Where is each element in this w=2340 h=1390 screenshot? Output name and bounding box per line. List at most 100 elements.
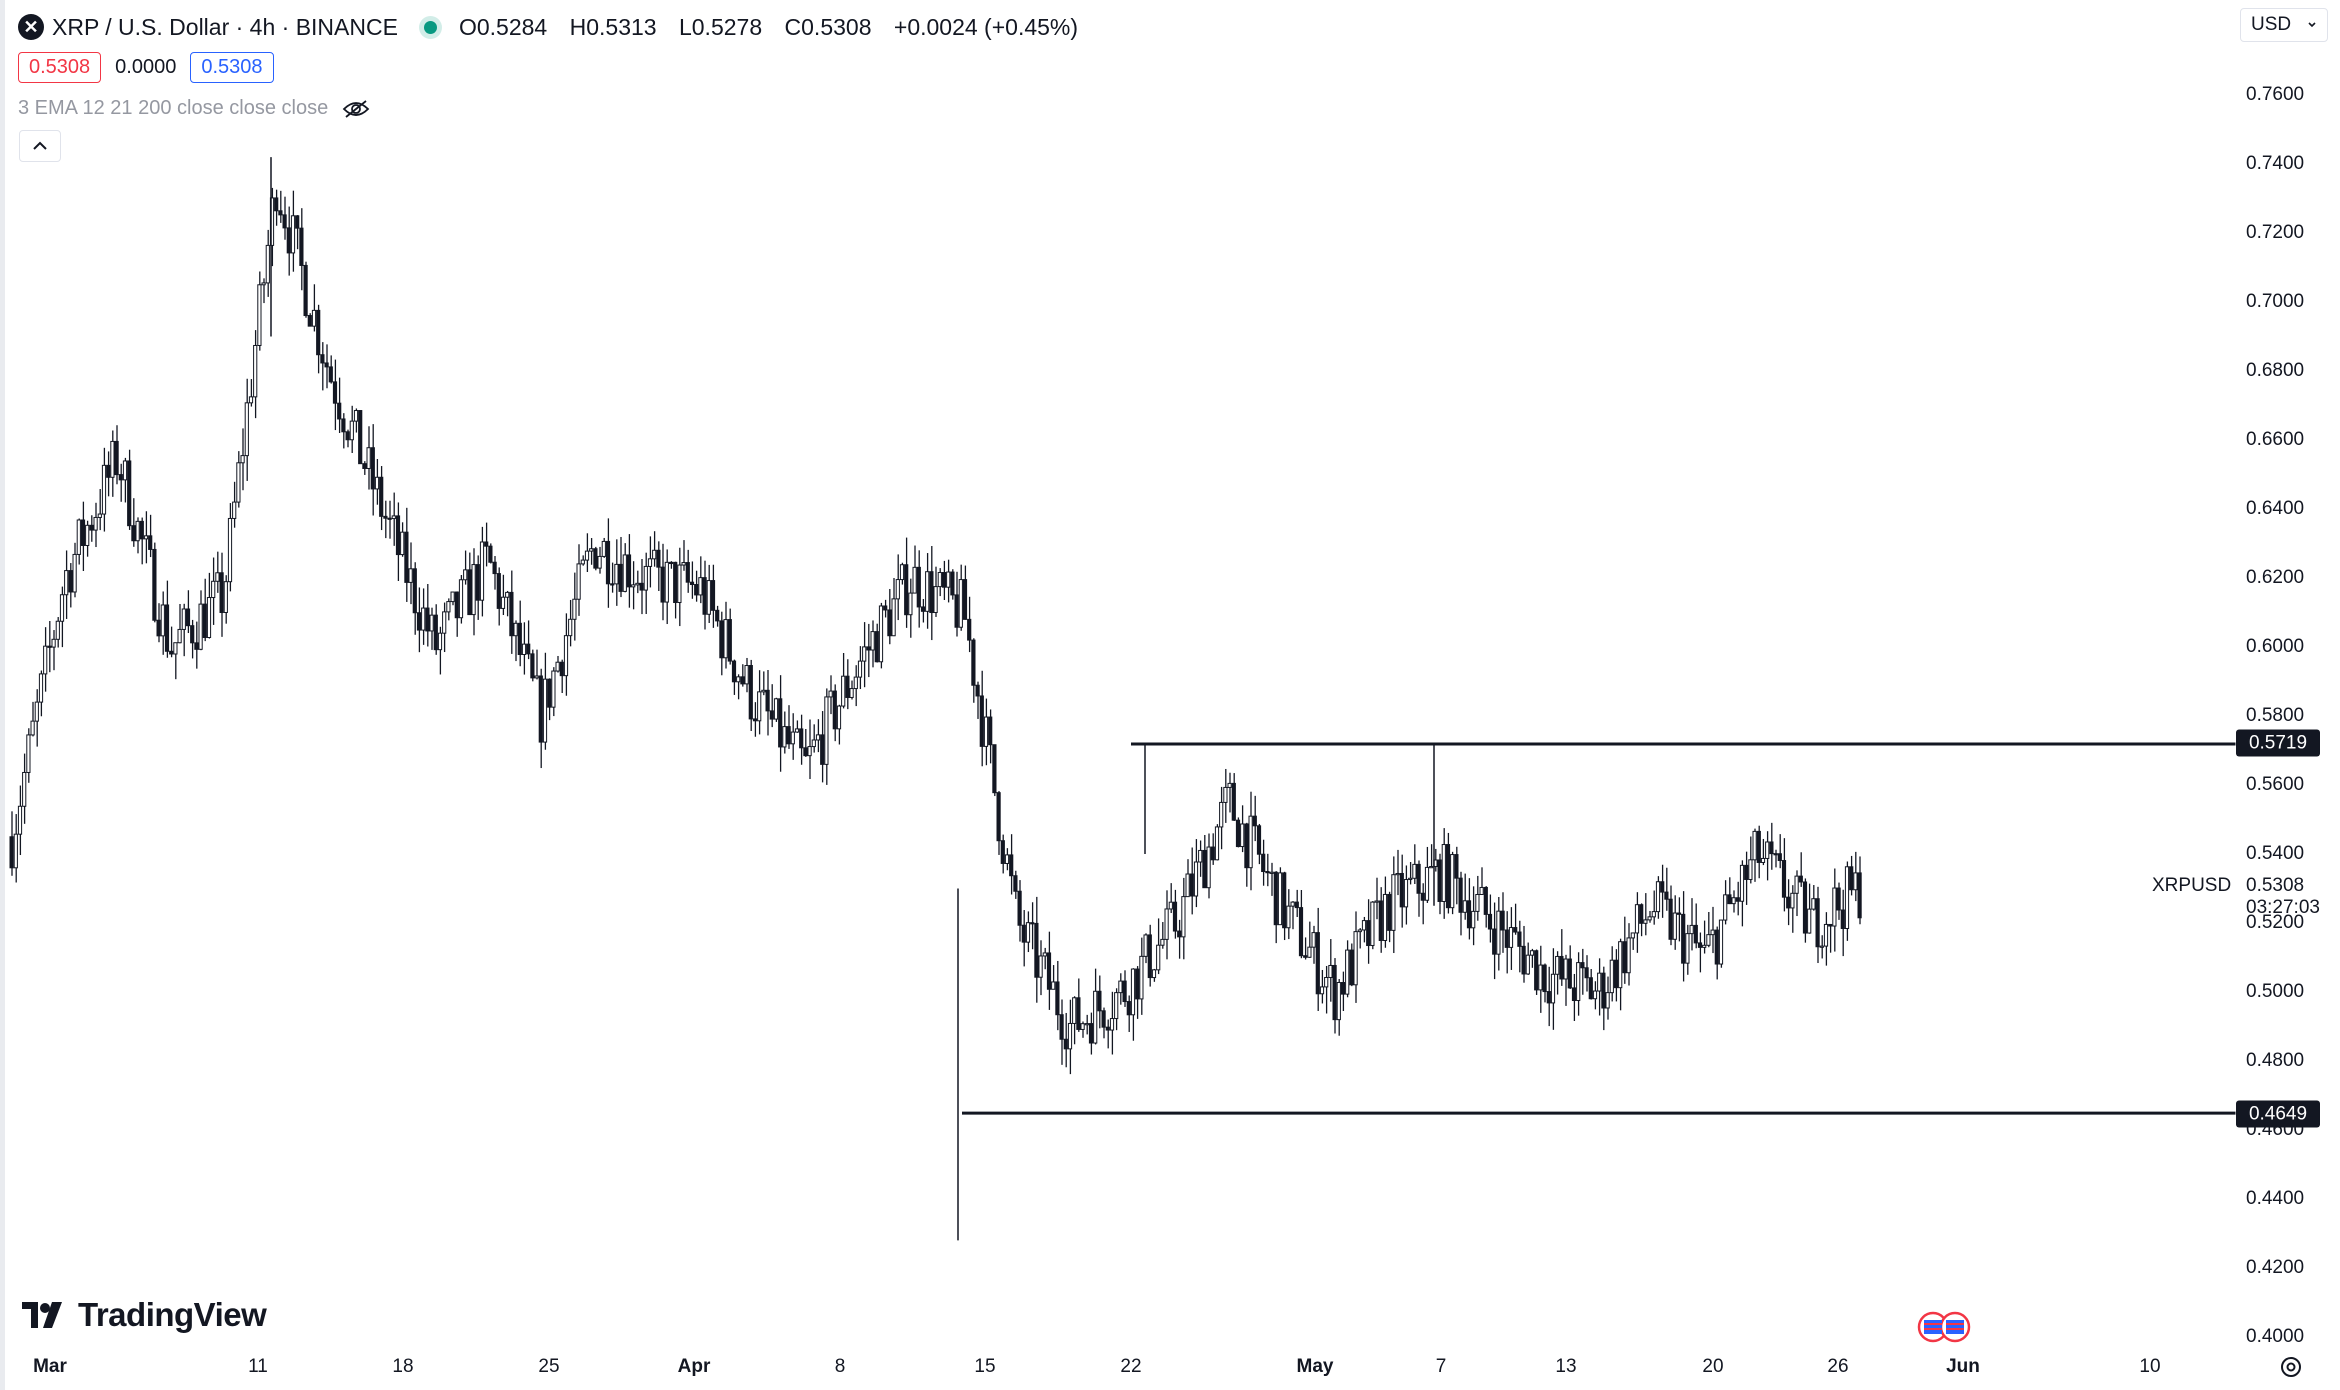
candle-up <box>551 670 556 708</box>
candle-up <box>122 460 128 481</box>
low-value: 0.5278 <box>691 13 763 40</box>
candle-up <box>391 515 396 520</box>
settings-gear-icon[interactable] <box>2277 1353 2305 1381</box>
candle-up <box>211 580 216 599</box>
candle-up <box>374 476 380 490</box>
time-tick: 25 <box>538 1356 560 1377</box>
candle-down <box>164 604 170 652</box>
candle-down <box>715 609 720 622</box>
candle-down <box>1210 846 1215 861</box>
candle-up <box>1718 919 1724 965</box>
candle-down <box>1777 853 1782 862</box>
candle-down <box>1445 844 1451 909</box>
candle-up <box>597 555 602 569</box>
candle-down <box>962 579 968 620</box>
candle-up <box>1269 871 1274 874</box>
candle-down <box>1017 890 1022 926</box>
candle-down <box>1076 997 1081 1030</box>
currency-select[interactable]: USD <box>2240 8 2328 42</box>
candle-up <box>1151 969 1157 979</box>
candle-up <box>1626 937 1631 974</box>
candle-down <box>337 402 342 420</box>
symbol-title[interactable]: XRP / U.S. Dollar · 4h · BINANCE <box>52 13 398 40</box>
candle-down <box>559 661 564 677</box>
candle-down <box>1097 990 1102 1012</box>
buy-button[interactable]: 0.5308 <box>190 52 274 83</box>
candle-down <box>80 519 86 546</box>
candle-down <box>1261 853 1266 873</box>
time-tick: 15 <box>974 1356 996 1377</box>
candle-down <box>610 583 615 586</box>
candle-down <box>1815 898 1820 948</box>
candle-down <box>332 381 338 404</box>
candle-up <box>1118 980 1123 994</box>
candle-up <box>1563 958 1568 980</box>
candle-down <box>492 561 497 575</box>
indicator-legend[interactable]: 3 EMA 12 21 200 close close close <box>18 97 370 120</box>
market-status-icon[interactable] <box>423 20 437 34</box>
candle-down <box>727 619 732 662</box>
time-tick: 22 <box>1120 1356 1142 1377</box>
candle-down <box>278 210 283 216</box>
candle-up <box>761 689 766 693</box>
candle-down <box>274 197 279 212</box>
candle-up <box>1576 962 1581 1002</box>
candle-up <box>1164 908 1169 940</box>
candle-up <box>647 558 653 567</box>
price-tick: 0.6000 <box>2246 636 2305 657</box>
tradingview-logo[interactable]: TradingView <box>22 1296 267 1334</box>
candle-up <box>110 440 115 478</box>
candle-up <box>1689 924 1694 935</box>
candle-up <box>1471 910 1476 929</box>
candle-up <box>353 410 359 422</box>
price-tick: 0.4000 <box>2246 1326 2305 1347</box>
candle-up <box>572 598 577 620</box>
candle-down <box>1009 854 1014 877</box>
candle-down <box>1542 964 1547 993</box>
level-label-lower[interactable]: 0.4649 <box>2236 1100 2320 1128</box>
candle-up <box>1193 861 1199 897</box>
candle-up <box>446 601 451 613</box>
candle-up <box>1702 944 1707 948</box>
candle-up <box>614 563 619 585</box>
candle-down <box>1828 923 1833 927</box>
candle-down <box>530 653 535 679</box>
candle-up <box>1634 904 1640 934</box>
candle-down <box>1639 904 1644 924</box>
candle-up <box>1185 873 1190 898</box>
economic-events-icon[interactable] <box>1916 1311 1972 1343</box>
candle-down <box>370 447 375 490</box>
candle-up <box>458 579 464 619</box>
indicator-label[interactable]: 3 EMA 12 21 200 close close close <box>18 97 329 119</box>
price-tick: 0.6800 <box>2246 360 2305 381</box>
candle-up <box>1496 910 1501 955</box>
candle-up <box>1403 879 1409 908</box>
candle-down <box>286 227 291 254</box>
candle-down <box>404 531 409 583</box>
candle-down <box>979 695 984 747</box>
candle-down <box>1836 887 1841 911</box>
candle-up <box>1811 898 1816 910</box>
candle-up <box>542 678 548 743</box>
candle-up <box>836 705 842 730</box>
candle-up <box>1160 938 1165 946</box>
collapse-legend-button[interactable] <box>19 130 61 162</box>
candle-up <box>958 579 963 628</box>
level-label-upper[interactable]: 0.5719 <box>2236 729 2320 757</box>
candle-down <box>219 572 224 614</box>
candle-down <box>1273 871 1278 926</box>
candle-down <box>803 747 808 757</box>
candle-up <box>1214 826 1220 861</box>
candle-up <box>744 665 749 685</box>
candle-down <box>152 548 157 621</box>
candle-up <box>1311 932 1316 948</box>
hidden-eye-icon[interactable] <box>342 99 370 119</box>
candle-up <box>1093 990 1098 1044</box>
candle-down <box>866 646 871 651</box>
sell-button[interactable]: 0.5308 <box>18 52 102 83</box>
candle-down <box>1773 853 1778 856</box>
candle-down <box>362 463 367 469</box>
candle-down <box>1744 864 1749 880</box>
candle-up <box>513 622 518 637</box>
